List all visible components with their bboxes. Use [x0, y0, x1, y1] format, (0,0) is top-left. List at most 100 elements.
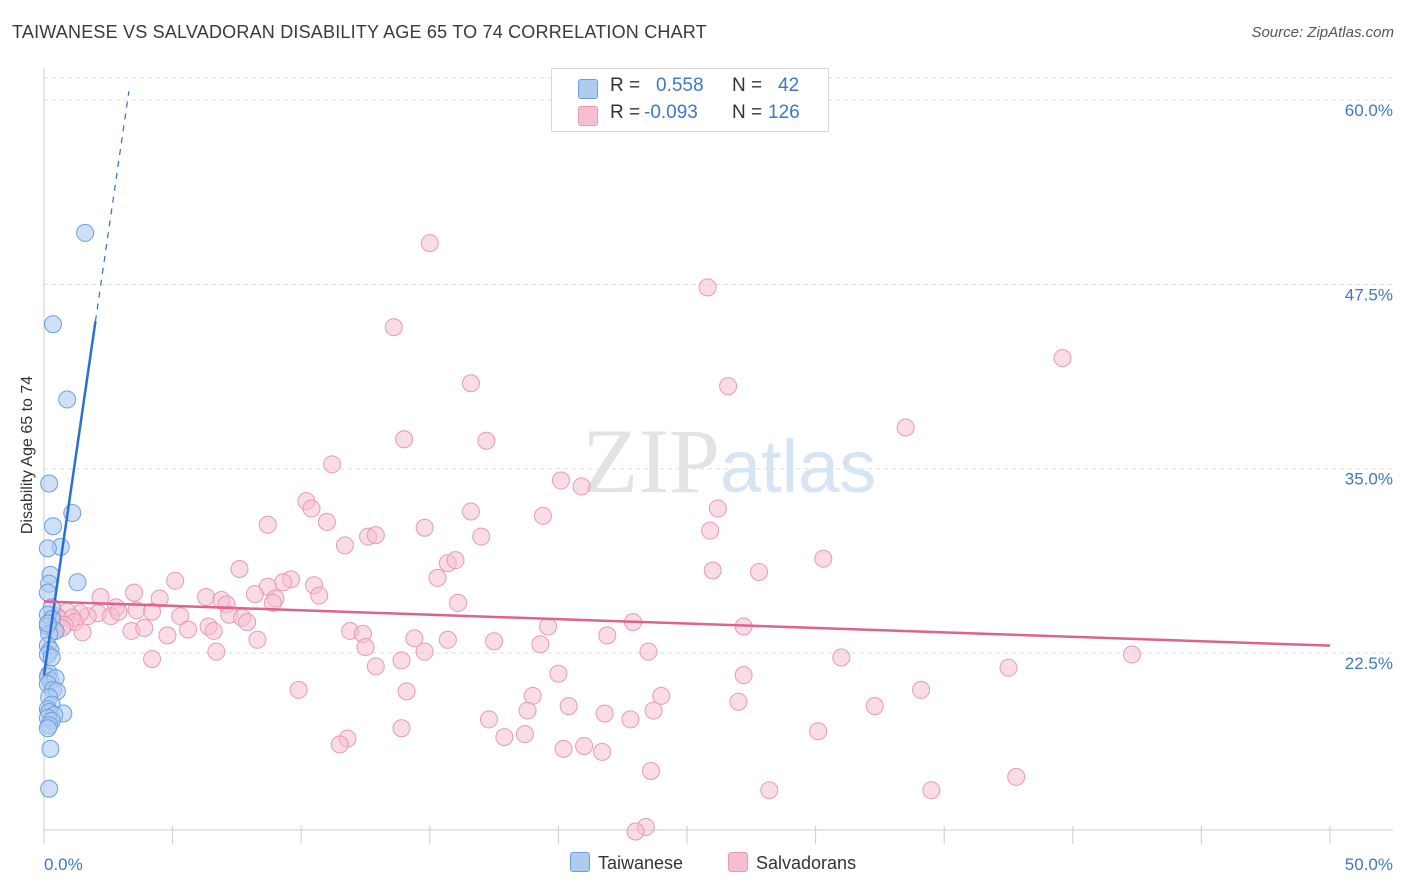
legend-row-taiwanese: R = 0.558 N = 42 — [552, 75, 828, 101]
salvadorans-point — [598, 626, 617, 645]
salvadorans-point — [518, 701, 537, 720]
bottom-legend-swatch-pink — [728, 852, 748, 872]
taiwanese-point — [68, 573, 87, 592]
salvadorans-point — [395, 430, 414, 449]
taiwanese-point — [44, 315, 63, 334]
salvadorans-point — [593, 742, 612, 761]
legend-n-label: N = — [732, 75, 763, 96]
salvadorans-point — [734, 666, 753, 685]
salvadorans-point — [485, 632, 504, 651]
legend-row-salvadorans: R = -0.093 N = 126 — [552, 102, 828, 128]
salvadorans-point — [533, 506, 552, 525]
salvadorans-point — [549, 664, 568, 683]
salvadorans-point — [1053, 349, 1072, 368]
bottom-legend-swatch-blue — [570, 852, 590, 872]
salvadorans-point — [698, 278, 717, 297]
salvadorans-point — [384, 318, 403, 337]
legend-r-label: R = — [610, 75, 641, 96]
salvadorans-point — [230, 560, 249, 579]
salvadorans-point — [125, 583, 144, 602]
legend-swatch-blue — [578, 79, 598, 99]
salvadorans-point — [572, 477, 591, 496]
salvadorans-point — [446, 551, 465, 570]
salvadorans-point — [539, 617, 558, 636]
taiwanese-point — [58, 390, 77, 409]
taiwanese-point — [40, 779, 59, 798]
salvadorans-point — [150, 589, 169, 608]
salvadorans-point — [708, 499, 727, 518]
salvadorans-point — [310, 586, 329, 605]
salvadorans-point — [559, 697, 578, 716]
salvadorans-point — [729, 692, 748, 711]
taiwanese-point — [38, 614, 57, 633]
salvadorans-point — [366, 657, 385, 676]
salvadorans-point — [551, 471, 570, 490]
salvadorans-point — [999, 658, 1018, 677]
salvadorans-point — [449, 593, 468, 612]
taiwanese-trend-line — [42, 321, 97, 676]
salvadorans-point — [719, 377, 738, 396]
salvadorans-point — [73, 623, 92, 642]
salvadorans-point — [135, 618, 154, 637]
salvadorans-point — [865, 697, 884, 716]
salvadorans-point — [366, 526, 385, 545]
salvadorans-point — [641, 762, 660, 781]
salvadorans-point — [652, 686, 671, 705]
salvadorans-point — [335, 536, 354, 555]
salvadorans-point — [428, 568, 447, 587]
salvadorans-point — [397, 682, 416, 701]
salvadorans-point — [438, 630, 457, 649]
x-tick-label: 0.0% — [44, 855, 83, 874]
salvadorans-point — [495, 728, 514, 747]
salvadorans-point — [595, 704, 614, 723]
taiwanese-point — [38, 539, 57, 558]
salvadorans-point — [289, 680, 308, 699]
legend-n-value: 42 — [778, 75, 800, 96]
salvadorans-point — [575, 736, 594, 755]
legend-n-label: N = — [732, 102, 763, 123]
legend-r-value: -0.093 — [644, 102, 698, 123]
legend-n-value: 126 — [768, 102, 800, 123]
salvadorans-point — [274, 573, 293, 592]
salvadorans-point — [479, 710, 498, 729]
y-tick-label: 47.5% — [1345, 285, 1393, 304]
watermark-atlas: atlas — [720, 425, 876, 508]
salvadorans-point — [405, 629, 424, 648]
salvadorans-point — [1122, 645, 1141, 664]
salvadorans-point — [392, 719, 411, 738]
salvadorans-point — [644, 701, 663, 720]
source-label: Source: ZipAtlas.com — [1251, 24, 1394, 41]
salvadorans-point — [356, 638, 375, 657]
salvadorans-point — [158, 626, 177, 645]
watermark-zip: ZIP — [582, 410, 720, 512]
legend: R = 0.558 N = 42 R = -0.093 N = 126 — [551, 68, 829, 132]
taiwanese-point — [41, 739, 60, 758]
salvadorans-point — [832, 648, 851, 667]
salvadorans-point — [415, 642, 434, 661]
salvadorans-point — [531, 635, 550, 654]
salvadorans-point — [896, 418, 915, 437]
taiwanese-point — [40, 474, 59, 493]
salvadorans-point — [922, 781, 941, 800]
taiwanese-point — [38, 719, 57, 738]
trend-lines — [42, 91, 1331, 676]
salvadorans-point — [171, 607, 190, 626]
salvadorans-point — [420, 234, 439, 253]
salvadorans-point — [166, 571, 185, 590]
taiwanese-point — [76, 223, 95, 242]
salvadorans-point — [207, 642, 226, 661]
salvadorans-point — [472, 527, 491, 546]
salvadorans-point — [317, 512, 336, 531]
salvadorans-point — [461, 502, 480, 521]
salvadorans-point — [302, 499, 321, 518]
salvadorans-point — [323, 455, 342, 474]
salvadorans-point — [1007, 767, 1026, 786]
salvadorans-point — [392, 651, 411, 670]
salvadorans-point — [330, 735, 349, 754]
salvadorans-points — [44, 234, 1141, 841]
salvadorans-point — [639, 642, 658, 661]
salvadorans-point — [238, 613, 257, 632]
taiwanese-point — [38, 583, 57, 602]
axes — [43, 68, 1393, 844]
